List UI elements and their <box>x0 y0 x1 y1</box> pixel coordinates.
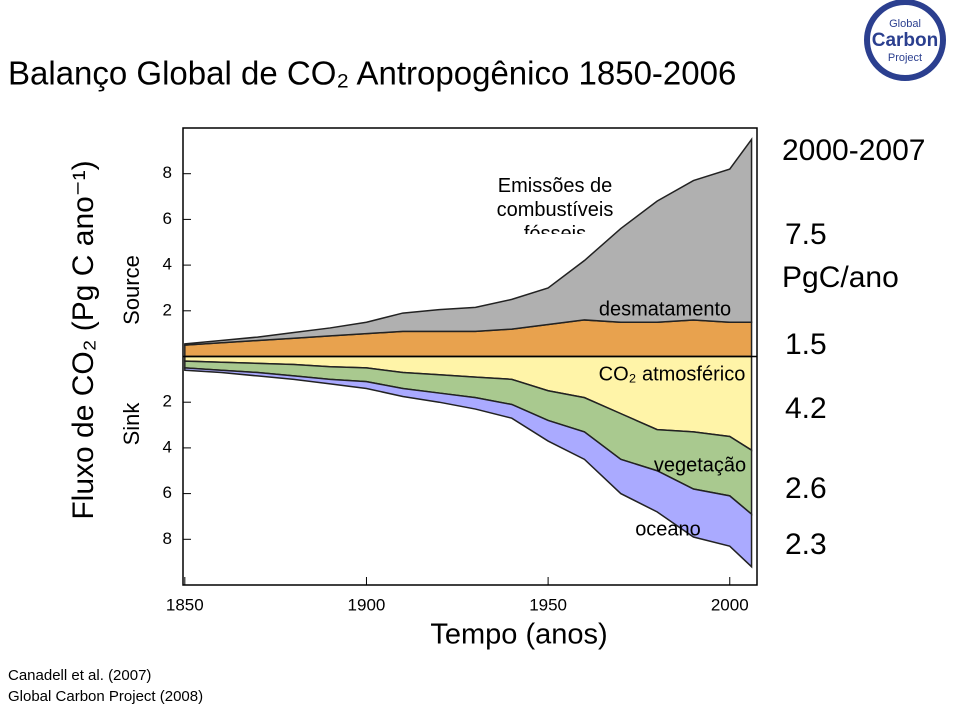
source-label: Source <box>119 255 144 325</box>
logo-ring <box>864 0 946 81</box>
x-tick-label: 1950 <box>529 595 567 614</box>
area <box>184 137 753 346</box>
period-unit: PgC/ano <box>782 261 899 294</box>
credit: Global Carbon Project (2008) <box>8 688 203 705</box>
y-axis-label: Fluxo de CO₂ (Pg C ano⁻¹) <box>67 160 100 519</box>
logo-text: Project <box>888 52 922 64</box>
slide-title: Balanço Global de CO₂ Antropogênico 1850… <box>8 55 736 92</box>
logo-text: Carbon <box>872 30 939 51</box>
series-label: Emissões de combustíveis fósseis <box>496 175 614 234</box>
series-label: vegetação <box>654 454 746 476</box>
x-tick-label: 1850 <box>166 595 204 614</box>
plot: 8 6 4 2 2 4 6 8 1850 1900 1950 2000 desmatamento Emis… <box>163 127 899 614</box>
y-tick-label: 2 <box>163 392 172 411</box>
x-axis-label: Tempo (anos) <box>430 619 607 651</box>
period-value: 7.5 <box>785 218 827 251</box>
x-tick-label: 1900 <box>348 595 386 614</box>
series-label: oceano <box>635 518 701 540</box>
y-tick-label: 2 <box>163 300 172 319</box>
period-title: 2000-2007 <box>782 134 925 167</box>
y-tick-label: 6 <box>163 483 172 502</box>
y-tick-label: 8 <box>163 163 172 182</box>
logo-text: Global <box>889 18 921 30</box>
y-tick-label: 8 <box>163 529 172 548</box>
series-label-box: Emissões de combustíveis fósseis <box>496 175 614 234</box>
logo: Global Carbon Project <box>864 0 946 81</box>
period-value: 4.2 <box>785 392 827 425</box>
y-tick-label: 4 <box>163 437 172 456</box>
period-value: 2.6 <box>785 472 827 505</box>
sink-label: Sink <box>119 402 144 446</box>
period-unit-box: PgC/ano <box>782 261 899 294</box>
series-label: desmatamento <box>599 298 731 320</box>
y-tick-label: 6 <box>163 209 172 228</box>
area <box>184 367 753 569</box>
credit: Canadell et al. (2007) <box>8 667 151 684</box>
x-tick-label: 2000 <box>711 595 749 614</box>
period-value: 2.3 <box>785 528 827 561</box>
y-tick-label: 4 <box>163 255 172 274</box>
series-label: CO₂ atmosférico <box>599 363 746 385</box>
period-value: 1.5 <box>785 328 827 361</box>
